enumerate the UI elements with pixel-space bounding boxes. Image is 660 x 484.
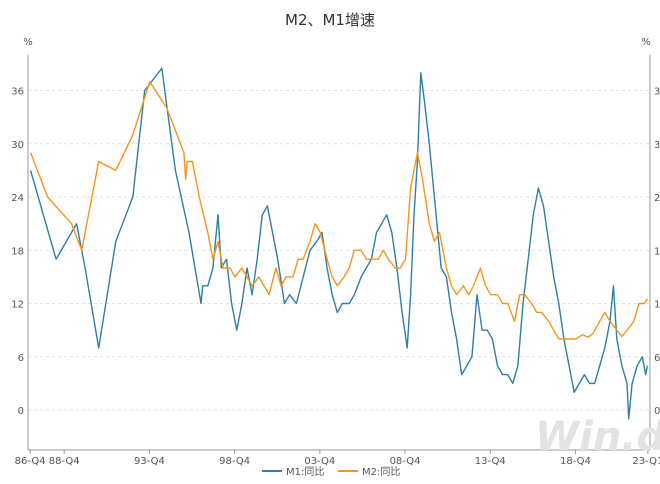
y-tick-label-right: 12	[654, 300, 660, 311]
y-tick-label-right: 6	[654, 353, 660, 364]
y-tick-label-left: 0	[18, 406, 24, 417]
x-tick-label: 93-Q4	[134, 456, 165, 467]
x-tick-label: 86-Q4	[15, 456, 46, 467]
x-tick-label: 03-Q4	[304, 456, 335, 467]
y-axis-unit-left: %	[23, 37, 33, 48]
y-tick-label-right: 24	[654, 193, 660, 204]
y-tick-label-left: 12	[11, 300, 24, 311]
legend-label-m2: M2:同比	[362, 466, 400, 478]
x-tick-label: 98-Q4	[219, 456, 250, 467]
legend: M1:同比 M2:同比	[262, 466, 400, 478]
y-tick-label-right: 0	[654, 406, 660, 417]
legend-label-m1: M1:同比	[286, 466, 324, 478]
series-line-m1	[29, 67, 649, 420]
chart-title: M2、M1增速	[285, 11, 375, 29]
x-tick-label: 13-Q4	[475, 456, 506, 467]
y-tick-label-left: 18	[11, 246, 24, 257]
series-line-m2	[29, 80, 648, 340]
y-axis-unit-right: %	[641, 37, 651, 48]
y-tick-label-left: 36	[11, 87, 24, 98]
watermark: Win.d	[535, 414, 660, 460]
y-tick-label-left: 6	[18, 353, 24, 364]
x-tick-label: 23-Q1	[632, 456, 660, 467]
x-tick-label: 88-Q4	[49, 456, 80, 467]
y-tick-label-right: 18	[654, 246, 660, 257]
y-tick-label-right: 36	[654, 87, 660, 98]
gridlines	[28, 90, 650, 411]
series-lines	[29, 67, 649, 420]
y-tick-label-left: 30	[11, 140, 24, 151]
y-tick-label-right: 30	[654, 140, 660, 151]
x-tick-label: 18-Q4	[560, 456, 591, 467]
y-tick-label-left: 24	[11, 193, 24, 204]
x-tick-label: 08-Q4	[390, 456, 421, 467]
